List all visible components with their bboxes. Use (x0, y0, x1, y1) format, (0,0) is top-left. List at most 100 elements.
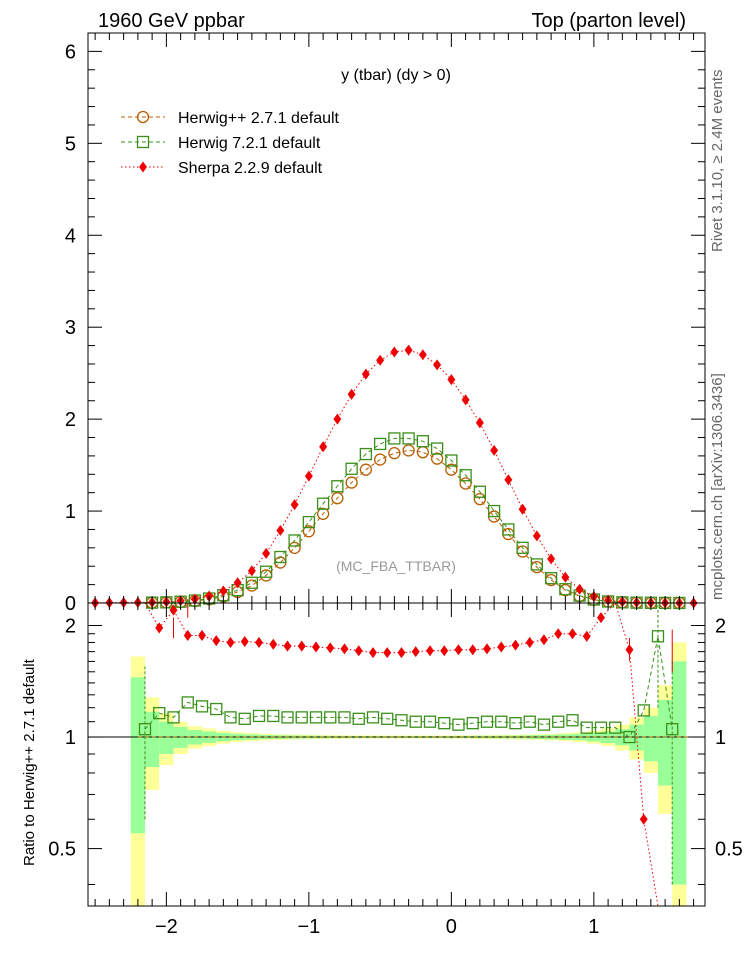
data-point (233, 577, 242, 589)
ratio-point (326, 642, 335, 654)
ratio-point (639, 813, 648, 825)
ratio-point (480, 715, 494, 728)
ratio-point (495, 715, 508, 728)
ratio-point (183, 629, 192, 641)
data-point (262, 547, 271, 559)
ratio-point (568, 628, 577, 640)
legend-marker (139, 161, 147, 173)
data-point (530, 558, 544, 571)
ratio-point (426, 645, 434, 657)
data-point (430, 442, 444, 455)
chart-title: y (tbar) (dy > 0) (341, 67, 451, 84)
mcplots-label: mcplots.cern.ch [arXiv:1306.3436] (709, 373, 726, 600)
ratio-point (181, 696, 194, 709)
data-point (487, 504, 501, 518)
ratio-point (309, 711, 323, 724)
ratio-point (338, 711, 351, 724)
ratio-point (397, 647, 406, 659)
data-point (302, 525, 316, 538)
data-point (316, 507, 330, 520)
data-point (388, 446, 401, 460)
data-point (347, 388, 356, 400)
ratio-plot-area (88, 602, 705, 907)
legend-label: Sherpa 2.2.9 default (178, 160, 323, 177)
y-tick-label: 1 (65, 501, 76, 523)
data-point (561, 571, 570, 583)
ratio-point (552, 715, 565, 728)
data-point (518, 503, 527, 515)
main-panel: 0 1 2 3 4 5 6 y (tbar) (dy > 0) (MC_FBA_TTBAR)… (65, 32, 706, 615)
ratio-point (511, 639, 520, 651)
data-point (473, 492, 487, 506)
ratio-point (395, 714, 408, 727)
data-point (304, 470, 313, 482)
ratio-point (594, 721, 608, 734)
data-point (390, 346, 399, 358)
ratio-line-herwig7 (144, 636, 673, 738)
main-axes: 0 1 2 3 4 5 6 (65, 32, 705, 615)
ratio-point (454, 644, 463, 656)
data-point (247, 565, 256, 577)
data-point (473, 485, 487, 498)
ratio-point (509, 717, 522, 730)
data-point (430, 452, 444, 465)
ratio-axes: 0.5 0.5 1 1 2 2 −2 −1 0 1 (48, 603, 743, 938)
data-point (459, 469, 472, 482)
data-point (259, 565, 273, 578)
ratio-point (566, 714, 579, 727)
ratio-point (340, 643, 349, 655)
data-point (504, 474, 513, 486)
ratio-point (354, 645, 363, 657)
data-point (433, 359, 442, 371)
ratio-point (637, 704, 650, 717)
data-point (575, 583, 584, 595)
ratio-point (240, 636, 249, 648)
data-point (245, 576, 259, 589)
ratio-point (383, 647, 392, 659)
data-point (502, 523, 515, 536)
data-point (445, 463, 458, 476)
data-point (345, 462, 358, 475)
ratio-point (352, 712, 365, 725)
ratio-point (523, 715, 536, 728)
y-tick-label: 3 (65, 317, 76, 339)
ratio-series-herwig-7 (138, 603, 679, 885)
ratio-point (369, 647, 377, 659)
ratio-point (226, 636, 235, 648)
ratio-point (466, 717, 479, 730)
ratio-panel: 0.5 0.5 1 1 2 2 −2 −1 0 1 Ratio to Herwig++ 2.7.1… (21, 602, 743, 938)
ratio-point (366, 711, 380, 724)
band-green (643, 715, 658, 762)
ratio-point (554, 628, 563, 640)
ratio-point (497, 641, 506, 653)
data-point (359, 447, 373, 461)
data-point (345, 476, 358, 489)
data-point (416, 435, 430, 448)
x-tick-label: 0 (446, 916, 457, 938)
data-point (219, 585, 228, 597)
data-point (361, 368, 370, 380)
data-point (516, 541, 529, 554)
ratio-series-sherpa (144, 602, 673, 907)
data-point (274, 550, 287, 564)
ratio-point (623, 730, 636, 744)
data-point (402, 444, 415, 457)
ratio-point (440, 645, 449, 657)
ratio-point (269, 638, 278, 650)
ratio-y-tick-label: 0.5 (48, 839, 76, 861)
y-tick-label: 0 (65, 593, 76, 615)
ratio-point (423, 715, 437, 728)
ratio-point (224, 711, 237, 724)
ratio-point (409, 715, 422, 728)
data-point (245, 579, 259, 592)
data-point (319, 441, 328, 453)
watermark: (MC_FBA_TTBAR) (336, 558, 456, 574)
data-point (331, 492, 344, 505)
ratio-point (255, 636, 263, 648)
series-herwig-2-7-1-default (95, 444, 694, 610)
ratio-point (468, 644, 477, 656)
y-tick-label: 4 (65, 225, 76, 247)
legend-marker (136, 110, 150, 124)
ratio-y-tick-label-right: 1 (715, 727, 726, 749)
data-point (532, 530, 541, 542)
